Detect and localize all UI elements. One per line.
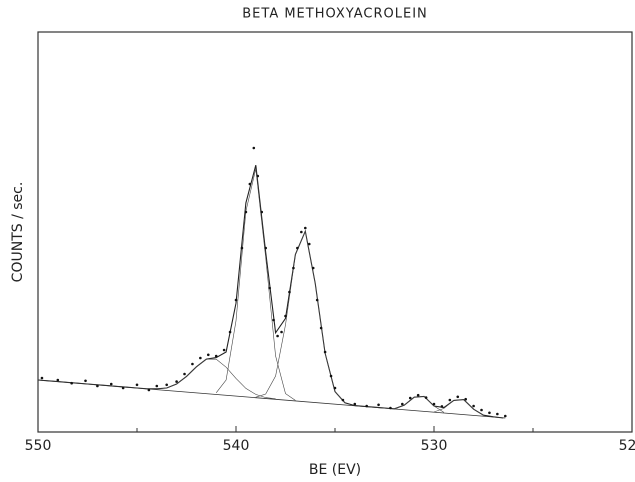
data-point	[341, 398, 345, 402]
curve	[156, 358, 276, 400]
curve	[433, 399, 484, 416]
data-point	[416, 393, 420, 397]
data-point	[199, 356, 202, 360]
data-point	[252, 146, 256, 150]
data-point	[288, 290, 291, 294]
data-point	[84, 379, 87, 383]
data-point	[496, 412, 499, 416]
data-point	[307, 242, 311, 246]
data-point	[389, 406, 392, 410]
data-point	[456, 395, 460, 399]
data-point	[292, 266, 295, 270]
data-point	[40, 376, 44, 380]
data-point	[401, 402, 404, 406]
x-tick-label: 550	[25, 438, 52, 454]
data-point	[155, 384, 159, 388]
data-point	[240, 246, 244, 250]
data-point	[329, 374, 333, 378]
data-point	[244, 210, 248, 214]
data-point	[488, 411, 491, 415]
data-point	[424, 396, 428, 399]
data-point	[96, 384, 99, 388]
data-point	[448, 398, 452, 402]
data-point	[109, 382, 113, 386]
data-point	[264, 246, 268, 250]
curve	[255, 230, 346, 403]
curve	[37, 379, 506, 419]
data-point	[214, 354, 218, 358]
curve	[37, 165, 504, 419]
data-point	[353, 402, 357, 406]
data-point	[70, 381, 73, 385]
curve	[215, 168, 296, 401]
data-point	[165, 383, 168, 387]
data-point	[121, 386, 125, 390]
data-point	[480, 408, 483, 412]
data-point	[323, 350, 327, 354]
data-point	[472, 404, 475, 408]
data-point	[256, 174, 260, 178]
data-point	[296, 246, 299, 250]
data-point	[464, 397, 467, 401]
data-point	[280, 330, 283, 334]
plot-frame	[37, 31, 633, 433]
data-point	[304, 226, 307, 230]
data-point	[311, 266, 315, 270]
data-point	[408, 396, 412, 400]
data-point	[268, 286, 271, 290]
data-point	[300, 230, 303, 234]
x-tick-label: 540	[223, 438, 250, 454]
x-axis-label: BE (EV)	[309, 462, 361, 478]
data-point	[276, 334, 279, 338]
data-point	[315, 298, 319, 302]
data-point	[175, 380, 178, 383]
data-point	[234, 298, 238, 302]
data-point	[222, 348, 226, 352]
data-point	[377, 403, 380, 407]
data-point	[260, 210, 264, 214]
data-point	[147, 388, 151, 392]
x-tick-label: 520	[619, 438, 635, 454]
data-point	[440, 405, 444, 408]
data-point	[56, 378, 60, 382]
data-point	[228, 330, 232, 334]
data-point	[183, 372, 186, 376]
curve	[394, 396, 445, 413]
data-point	[284, 314, 287, 318]
data-point	[248, 182, 252, 186]
chart-title: BETA METHOXYACROLEIN	[242, 7, 428, 22]
x-tick-label: 530	[421, 438, 448, 454]
data-point	[191, 362, 194, 366]
data-point	[135, 383, 139, 387]
data-point	[432, 402, 436, 406]
data-point	[206, 353, 210, 357]
data-point	[365, 404, 368, 408]
data-point	[272, 318, 275, 322]
y-axis-label: COUNTS / sec.	[10, 182, 26, 283]
data-point	[333, 386, 337, 390]
data-point	[503, 414, 507, 418]
data-point	[319, 326, 323, 330]
